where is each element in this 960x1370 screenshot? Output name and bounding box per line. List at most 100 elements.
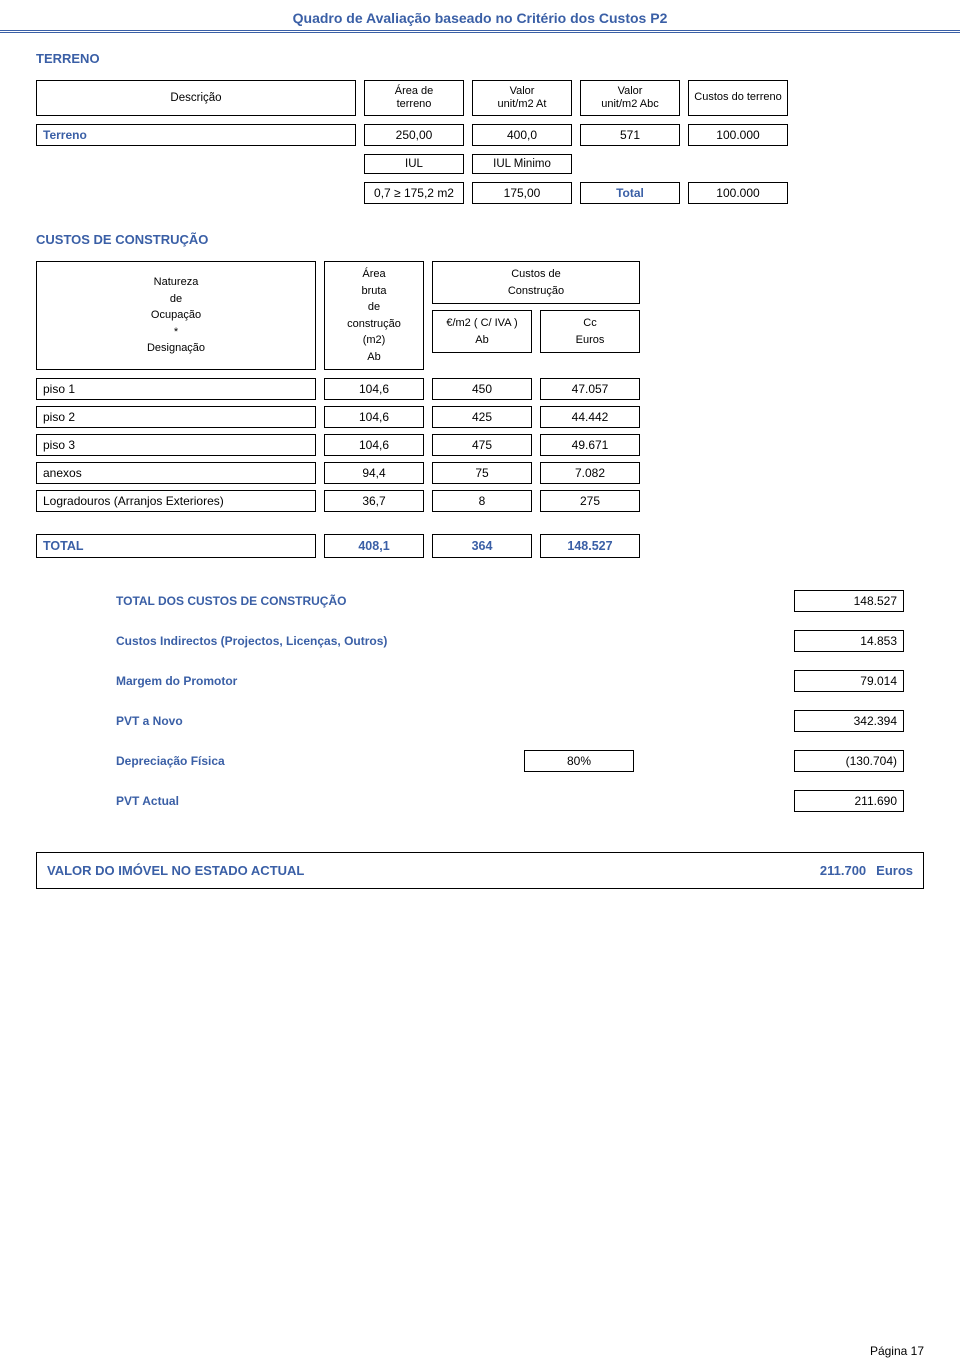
iul-label-1: IUL <box>364 154 464 174</box>
custos-row-area: 104,6 <box>324 378 424 400</box>
summary-section: TOTAL DOS CUSTOS DE CONSTRUÇÃO148.527 Cus… <box>36 590 924 812</box>
label: bruta <box>361 283 386 300</box>
label: €/m2 ( C/ IVA ) <box>433 315 531 332</box>
summary-value: 79.014 <box>794 670 904 692</box>
label: Ab <box>433 332 531 349</box>
custos-row-area: 36,7 <box>324 490 424 512</box>
custos-row: piso 2 104,6 425 44.442 <box>36 406 924 428</box>
terreno-label: Terreno <box>36 124 356 146</box>
label: Natureza <box>154 274 199 291</box>
custos-head-custos-box: Custos de Construção <box>432 261 640 304</box>
summary-label: Depreciação Física <box>116 754 225 768</box>
custos-row-cc: 47.057 <box>540 378 640 400</box>
label: Designação <box>147 340 205 357</box>
final-amount: 211.700 <box>820 863 866 878</box>
custos-row-unit: 425 <box>432 406 532 428</box>
iul-data-row: 0,7 ≥ 175,2 m2 175,00 Total 100.000 <box>36 182 924 204</box>
terreno-head-unit-at: Valor unit/m2 At <box>472 80 572 116</box>
total-b: 364 <box>432 534 532 558</box>
iul-total-val: 100.000 <box>688 182 788 204</box>
terreno-header-row: Descrição Área de terreno Valor unit/m2 … <box>36 80 924 116</box>
summary-row: Depreciação Física 80% (130.704) <box>116 750 904 772</box>
custos-row: anexos 94,4 75 7.082 <box>36 462 924 484</box>
summary-mid: 80% <box>524 750 634 772</box>
terreno-head-unit-abc: Valor unit/m2 Abc <box>580 80 680 116</box>
custos-row: Logradouros (Arranjos Exteriores) 36,7 8 27… <box>36 490 924 512</box>
terreno-at: 400,0 <box>472 124 572 146</box>
summary-value: 211.690 <box>794 790 904 812</box>
label: Cc <box>541 315 639 332</box>
custos-row-area: 94,4 <box>324 462 424 484</box>
iul-label-2: IUL Minimo <box>472 154 572 174</box>
custos-head-sub2: Cc Euros <box>540 310 640 353</box>
label: Euros <box>541 332 639 349</box>
custos-row-unit: 450 <box>432 378 532 400</box>
summary-value: 148.527 <box>794 590 904 612</box>
total-label: TOTAL <box>36 534 316 558</box>
label: Custos de <box>433 266 639 283</box>
custos-row-cc: 44.442 <box>540 406 640 428</box>
summary-label: PVT Actual <box>116 794 179 808</box>
custos-head-col1: Natureza de Ocupação * Designação <box>36 261 316 370</box>
page-content: TERRENO Descrição Área de terreno Valor … <box>0 51 960 889</box>
label: * <box>174 324 178 341</box>
custos-row-label: piso 3 <box>36 434 316 456</box>
custos-row-cc: 7.082 <box>540 462 640 484</box>
total-c: 148.527 <box>540 534 640 558</box>
section-terreno-title: TERRENO <box>36 51 924 66</box>
final-value-box: VALOR DO IMÓVEL NO ESTADO ACTUAL 211.700… <box>36 852 924 889</box>
label: (m2) <box>363 332 386 349</box>
summary-value: (130.704) <box>794 750 904 772</box>
summary-label: Margem do Promotor <box>116 674 237 688</box>
summary-value: 14.853 <box>794 630 904 652</box>
iul-v1: 0,7 ≥ 175,2 m2 <box>364 182 464 204</box>
summary-value: 342.394 <box>794 710 904 732</box>
custos-row-area: 104,6 <box>324 406 424 428</box>
custos-row-label: piso 2 <box>36 406 316 428</box>
custos-row-unit: 8 <box>432 490 532 512</box>
label: de <box>170 291 182 308</box>
custos-head-col2: Área bruta de construção (m2) Ab <box>324 261 424 370</box>
label: Área <box>362 266 385 283</box>
summary-row: TOTAL DOS CUSTOS DE CONSTRUÇÃO148.527 <box>116 590 904 612</box>
label: Ocupação <box>151 307 201 324</box>
summary-row: Margem do Promotor 79.014 <box>116 670 904 692</box>
custos-row-unit: 75 <box>432 462 532 484</box>
custos-row: piso 3104,647549.671 <box>36 434 924 456</box>
iul-v2: 175,00 <box>472 182 572 204</box>
label: unit/m2 At <box>498 98 547 111</box>
custos-row-label: piso 1 <box>36 378 316 400</box>
summary-row: PVT a Novo 342.394 <box>116 710 904 732</box>
custos-row-cc: 275 <box>540 490 640 512</box>
final-unit: Euros <box>876 863 913 878</box>
custos-row-label: Logradouros (Arranjos Exteriores) <box>36 490 316 512</box>
label: Área de <box>395 85 434 98</box>
terreno-head-desc: Descrição <box>36 80 356 116</box>
terreno-custo: 100.000 <box>688 124 788 146</box>
summary-label: Custos Indirectos (Projectos, Licenças, … <box>116 634 387 648</box>
label: de <box>368 299 380 316</box>
iul-total-label: Total <box>580 182 680 204</box>
label: terreno <box>397 98 432 111</box>
custos-row-label: anexos <box>36 462 316 484</box>
terreno-head-custos: Custos do terreno <box>688 80 788 116</box>
custos-row-cc: 49.671 <box>540 434 640 456</box>
label: construção <box>347 316 401 333</box>
page-title: Quadro de Avaliação baseado no Critério … <box>0 0 960 30</box>
summary-label: PVT a Novo <box>116 714 183 728</box>
custos-head-col34: Custos de Construção €/m2 ( C/ IVA ) Ab … <box>432 261 640 370</box>
label: Valor <box>618 85 643 98</box>
custos-head-sub1: €/m2 ( C/ IVA ) Ab <box>432 310 532 353</box>
page-number: Página 17 <box>870 1344 924 1358</box>
custos-header: Natureza de Ocupação * Designação Área b… <box>36 261 924 370</box>
custos-rows-container: piso 1 104,6 450 47.057 piso 2 104,6 425 44.442… <box>36 378 924 512</box>
custos-total-row: TOTAL 408,1 364 148.527 <box>36 534 924 558</box>
custos-row-area: 104,6 <box>324 434 424 456</box>
final-label: VALOR DO IMÓVEL NO ESTADO ACTUAL <box>47 863 820 878</box>
terreno-area: 250,00 <box>364 124 464 146</box>
custos-row: piso 1 104,6 450 47.057 <box>36 378 924 400</box>
label: Ab <box>367 349 380 366</box>
summary-row: Custos Indirectos (Projectos, Licenças, … <box>116 630 904 652</box>
terreno-data-row: Terreno 250,00 400,0 571 100.000 <box>36 124 924 146</box>
total-a: 408,1 <box>324 534 424 558</box>
